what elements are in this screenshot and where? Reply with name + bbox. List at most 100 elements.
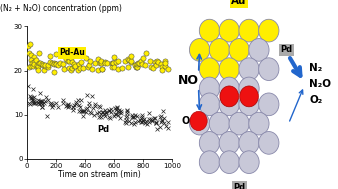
Point [30,64,35,67]
Point [28,94,33,97]
Point [51,61,56,64]
Point [98,112,104,115]
Point [39,102,44,105]
Point [68,57,74,60]
Point [125,66,131,69]
Point [80,110,85,113]
Circle shape [229,39,249,61]
Point [129,55,134,58]
Point [28,64,33,67]
Point [133,65,138,68]
Point [56,106,61,109]
Point [131,123,137,126]
Point [53,62,58,65]
Point [115,107,120,110]
Point [45,114,50,117]
Point [80,109,86,112]
Point [42,64,47,67]
Point [92,105,98,108]
Point [31,60,37,64]
Point [28,96,34,99]
Point [71,104,76,107]
Point [65,102,70,105]
Circle shape [209,39,230,61]
Point [126,59,131,62]
Point [163,62,168,65]
Point [153,121,159,124]
Point [83,110,89,113]
Point [27,43,33,46]
Point [95,57,100,60]
Text: O₂: O₂ [309,95,322,105]
Point [134,66,140,69]
Point [112,55,117,58]
Point [35,64,41,67]
Point [154,63,159,66]
Point [55,63,61,66]
Circle shape [239,93,259,116]
Point [42,100,47,103]
Point [29,99,35,102]
Circle shape [199,77,220,100]
Point [139,120,145,123]
Point [38,99,43,102]
Circle shape [239,132,259,154]
Point [158,114,164,117]
Point [115,60,121,63]
Point [158,63,164,66]
Point [115,114,120,117]
Point [53,63,58,66]
Point [90,67,95,70]
Point [114,112,119,115]
Point [160,118,165,121]
Point [122,120,127,123]
Point [65,60,70,63]
Point [45,98,50,101]
Point [31,56,36,59]
Point [27,102,32,105]
Point [92,62,97,65]
Point [132,63,138,66]
Point [98,106,103,109]
Point [69,60,75,63]
Point [66,59,72,62]
Point [66,104,71,107]
Point [87,110,93,113]
Point [95,69,101,72]
Point [104,61,110,64]
Point [32,62,37,65]
Circle shape [199,93,220,116]
Point [73,101,78,104]
Circle shape [249,112,269,135]
Circle shape [189,39,210,61]
Point [107,117,113,120]
Point [84,93,89,96]
Point [124,119,129,122]
Point [70,105,76,108]
Point [29,54,34,57]
Point [32,102,38,105]
Circle shape [259,93,279,116]
Point [42,68,47,71]
Point [64,105,69,108]
Point [104,111,109,114]
Point [51,63,56,66]
Text: Pd-Au: Pd-Au [59,48,85,57]
Point [153,121,159,124]
Point [67,105,72,108]
Point [72,64,77,67]
Point [135,119,141,122]
Point [36,51,41,54]
Point [102,60,107,63]
Point [103,111,108,114]
Point [160,66,165,69]
Point [157,125,162,128]
Point [30,98,36,101]
Point [160,119,165,122]
Point [53,101,58,104]
Point [68,68,74,71]
Point [138,120,143,123]
Point [162,121,167,124]
Point [135,63,140,66]
Point [124,115,129,118]
